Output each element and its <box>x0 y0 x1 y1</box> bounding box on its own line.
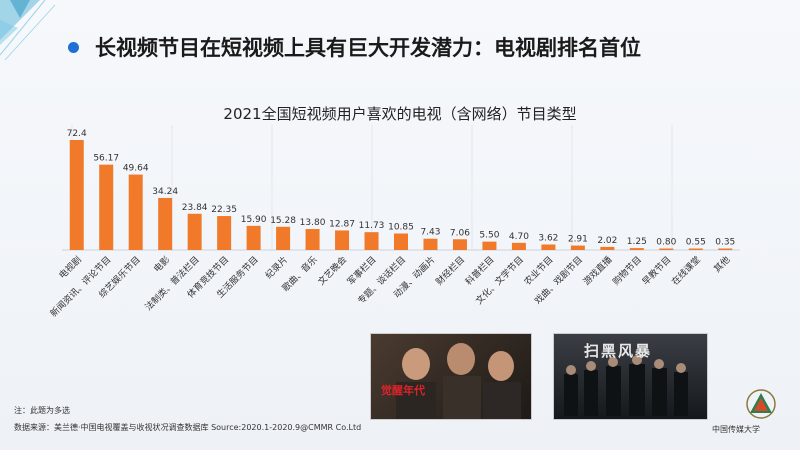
footnote: 注：此题为多选 <box>14 406 70 415</box>
bar <box>246 225 261 250</box>
data-label: 15.28 <box>270 216 296 226</box>
bar <box>335 230 350 250</box>
poster-image-2: 扫黑风暴 <box>553 333 708 420</box>
data-label: 15.90 <box>241 215 267 225</box>
category-label: 财经栏目 <box>433 254 467 288</box>
category-label: 在线课堂 <box>669 254 703 288</box>
bar <box>511 242 526 250</box>
chart-title: 2021全国短视频用户喜欢的电视（含网络）节目类型 <box>223 105 577 123</box>
corner-decoration <box>0 0 56 61</box>
category-label: 早教节目 <box>639 254 673 288</box>
headline-text: 长视频节目在短视频上具有巨大开发潜力：电视剧排名首位 <box>95 36 641 60</box>
data-label: 34.24 <box>152 187 178 197</box>
data-label: 72.4 <box>67 129 87 139</box>
slide-headline: 长视频节目在短视频上具有巨大开发潜力：电视剧排名首位 <box>68 32 641 62</box>
category-label: 电视剧 <box>56 254 84 282</box>
bar-chart: 72.4电视剧56.17新闻资讯、评论节目49.64综艺娱乐节目34.24电影2… <box>48 125 740 319</box>
data-label: 2.02 <box>597 236 617 246</box>
category-label: 文艺晚会 <box>315 254 349 288</box>
bar <box>423 238 438 250</box>
bullet-icon <box>68 41 79 53</box>
bar <box>541 244 556 250</box>
data-source: 数据来源：美兰德·中国电视覆盖与收视状况调查数据库 Source:2020.1-… <box>14 423 362 432</box>
data-label: 23.84 <box>182 203 208 213</box>
data-label: 22.35 <box>211 205 237 215</box>
bar <box>452 239 467 250</box>
category-label: 法制类、普法栏目 <box>142 254 201 313</box>
data-label: 13.80 <box>300 218 326 228</box>
bar <box>305 229 320 250</box>
poster2-title: 扫黑风暴 <box>584 342 653 360</box>
data-label: 7.43 <box>420 228 440 238</box>
bar <box>69 140 84 250</box>
bar <box>629 248 644 250</box>
data-label: 5.50 <box>479 231 499 241</box>
category-label: 电影 <box>151 254 172 275</box>
data-label: 49.64 <box>123 164 149 174</box>
bar <box>187 213 202 250</box>
data-label: 1.25 <box>627 237 647 247</box>
data-label: 56.17 <box>93 154 119 164</box>
bar <box>128 174 143 250</box>
category-label: 戏曲、戏剧节目 <box>532 254 585 307</box>
bar <box>570 245 585 250</box>
bar <box>158 197 173 250</box>
data-label: 2.91 <box>568 235 588 245</box>
bar <box>718 248 733 250</box>
category-label: 购物节目 <box>610 254 644 288</box>
bar <box>99 164 114 250</box>
poster1-title: 觉醒年代 <box>381 384 425 397</box>
data-label: 12.87 <box>329 219 355 229</box>
bar <box>217 216 232 250</box>
category-label: 纪录片 <box>263 254 291 282</box>
bar <box>600 246 615 250</box>
data-label: 7.06 <box>450 228 470 238</box>
bar <box>482 241 497 250</box>
data-label: 0.80 <box>656 238 676 248</box>
data-label: 10.85 <box>388 223 414 233</box>
bar <box>276 226 291 250</box>
university-logo-icon <box>746 389 776 419</box>
data-label: 11.73 <box>359 221 385 231</box>
bar <box>364 232 379 250</box>
poster-figures-2 <box>564 355 688 416</box>
data-label: 0.35 <box>715 238 735 248</box>
poster-figures <box>396 343 521 419</box>
category-label: 游戏直播 <box>581 254 615 288</box>
data-label: 0.55 <box>686 238 706 248</box>
poster-image-1: 觉醒年代 <box>370 333 532 420</box>
bar <box>659 248 674 250</box>
data-label: 4.70 <box>509 232 529 242</box>
category-label: 文化、文学节目 <box>473 254 526 307</box>
bar <box>688 248 703 250</box>
category-label: 其他 <box>711 254 732 275</box>
bar <box>394 233 408 250</box>
logo-caption: 中国传媒大学 <box>712 425 760 434</box>
data-label: 3.62 <box>538 234 558 244</box>
